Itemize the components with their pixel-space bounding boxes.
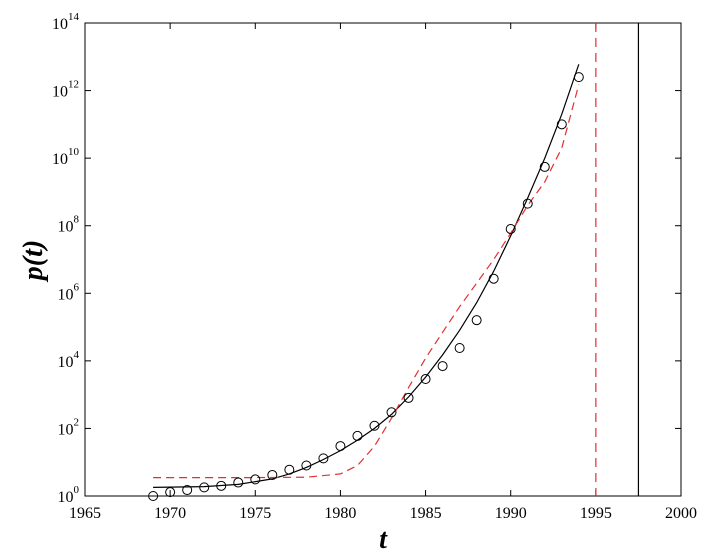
- y-tick-base: 10: [52, 16, 68, 33]
- data-point: [233, 477, 244, 488]
- y-tick-base: 10: [52, 84, 68, 101]
- data-point: [471, 315, 482, 326]
- data-point: [335, 441, 346, 452]
- data-point: [539, 161, 550, 172]
- data-point: [250, 474, 261, 485]
- data-point: [556, 119, 567, 130]
- y-tick-exponent: 2: [74, 416, 80, 428]
- x-tick-label: 1980: [324, 505, 356, 522]
- dashed-fit-line: [153, 84, 580, 479]
- data-point: [505, 223, 516, 234]
- y-tick-label: 102: [58, 416, 80, 438]
- y-tick-base: 10: [58, 489, 74, 506]
- y-tick-exponent: 0: [74, 484, 80, 496]
- data-point: [454, 343, 465, 354]
- data-point: [216, 480, 227, 491]
- fit-lines: [153, 64, 580, 488]
- data-point: [318, 453, 329, 464]
- y-tick-label: 1012: [52, 79, 79, 101]
- x-tick-label: 1970: [154, 505, 186, 522]
- y-tick-label: 1014: [52, 11, 80, 33]
- data-point: [182, 485, 193, 496]
- x-axis-title: t: [379, 524, 388, 555]
- reference-lines: [595, 23, 640, 496]
- y-tick-base: 10: [58, 286, 74, 303]
- data-point: [420, 374, 431, 385]
- x-tick-label: 1965: [69, 505, 101, 522]
- data-points: [148, 72, 584, 501]
- y-tick-label: 100: [58, 484, 80, 506]
- data-point: [284, 464, 295, 475]
- data-point: [437, 361, 448, 372]
- data-point: [352, 430, 363, 441]
- y-tick-exponent: 6: [74, 281, 80, 293]
- data-point: [267, 469, 278, 480]
- data-point: [301, 460, 312, 471]
- x-tick-label: 1990: [495, 505, 527, 522]
- y-tick-base: 10: [52, 151, 68, 168]
- y-tick-exponent: 14: [68, 11, 80, 23]
- data-point: [403, 392, 414, 403]
- y-tick-exponent: 10: [68, 146, 80, 158]
- data-point: [165, 487, 176, 498]
- x-tick-label: 1995: [580, 505, 612, 522]
- y-tick-label: 108: [58, 214, 80, 236]
- y-tick-label: 106: [58, 281, 80, 303]
- y-tick-exponent: 12: [68, 79, 79, 91]
- data-point: [573, 72, 584, 83]
- solid-fit-line: [153, 64, 580, 488]
- data-point: [148, 491, 159, 501]
- x-tick-label: 1985: [410, 505, 442, 522]
- y-tick-exponent: 4: [74, 349, 80, 361]
- y-tick-exponent: 8: [74, 214, 80, 226]
- x-tick-label: 1975: [239, 505, 271, 522]
- y-tick-label: 104: [58, 349, 80, 371]
- data-point: [369, 420, 380, 431]
- y-tick-base: 10: [58, 219, 74, 236]
- data-point: [386, 407, 397, 418]
- x-axis-ticks: 1965 1970 1975 1980 1985 1990 1995 2000: [69, 23, 697, 522]
- y-tick-base: 10: [58, 354, 74, 371]
- data-point: [199, 482, 210, 493]
- data-point: [522, 198, 533, 209]
- data-point: [488, 273, 499, 284]
- y-axis-title: p(t): [18, 240, 49, 282]
- plot-frame: [84, 22, 682, 497]
- y-tick-label: 1010: [52, 146, 80, 168]
- y-tick-base: 10: [58, 421, 74, 438]
- x-tick-label: 2000: [665, 505, 697, 522]
